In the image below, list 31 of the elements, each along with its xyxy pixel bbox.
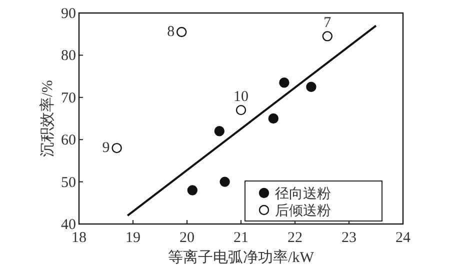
point [176,26,187,38]
x-tick-label: 21 [234,230,248,246]
y-tick-label: 90 [61,6,76,22]
point [268,113,278,124]
annotation: 7 [324,15,332,32]
point [279,78,290,88]
x-tick-label: 19 [126,230,140,246]
point [214,126,224,136]
x-tick-label: 22 [288,230,302,246]
point [306,82,316,92]
point [187,185,198,196]
legend-label: 后倾送粉 [275,202,331,218]
x-axis-title: 等离子电弧净功率/kW [168,249,315,266]
y-tick-label: 50 [61,174,76,191]
x-tick-label: 20 [180,230,194,246]
point [220,176,230,187]
x-tick-label: 23 [342,230,356,246]
point [322,31,332,42]
annotation: 10 [234,89,248,106]
y-axis-title: 沉积效率/% [39,80,56,157]
x-tick-label: 18 [72,230,86,246]
point [112,142,122,154]
legend-label: 径向送粉 [275,185,331,201]
point [236,104,246,116]
y-tick-label: 60 [61,132,76,149]
x-tick-label: 24 [396,230,411,246]
y-tick-label: 80 [61,48,76,64]
annotation: 9 [102,140,110,156]
y-tick-label: 40 [61,217,76,233]
y-tick-label: 70 [61,90,76,106]
annotation: 8 [167,24,175,40]
